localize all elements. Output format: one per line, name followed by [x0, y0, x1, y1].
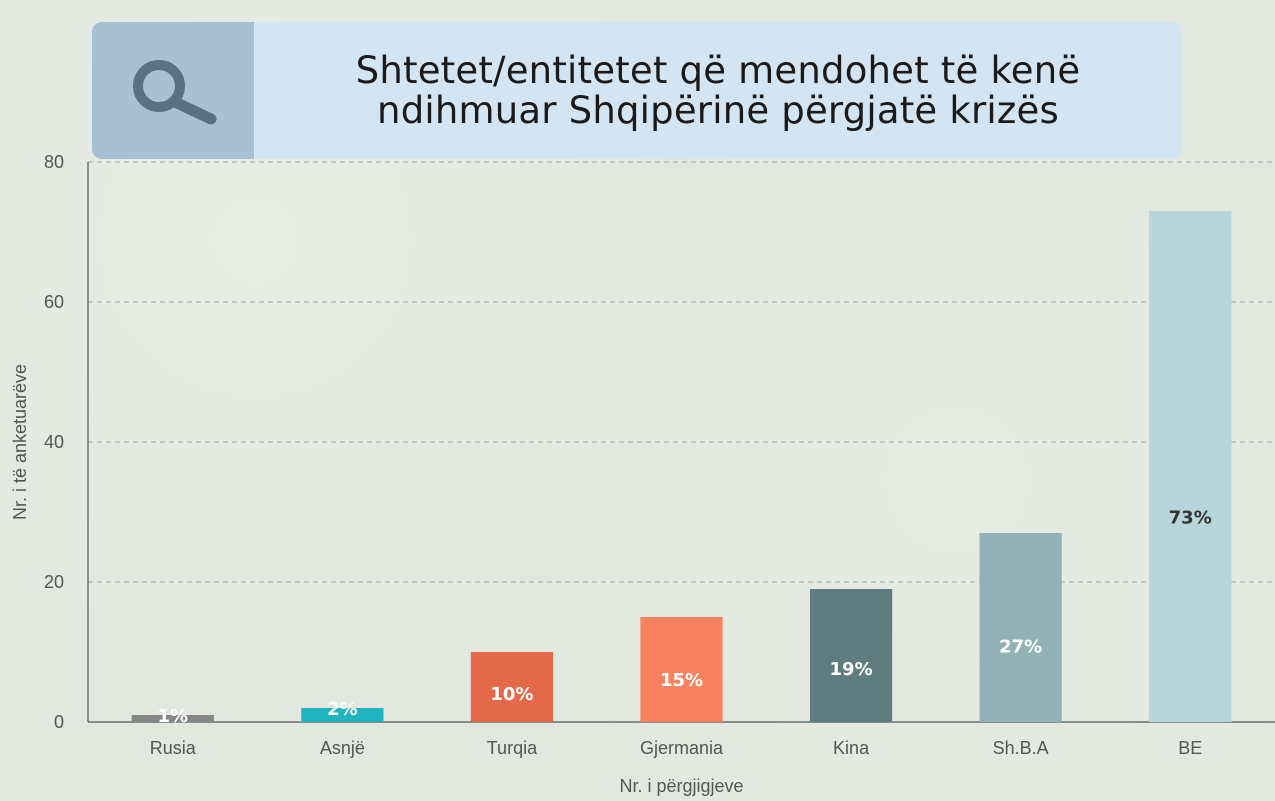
title-icon-panel [92, 22, 254, 159]
bar-data-label: 2% [327, 699, 358, 720]
bar-data-label: 10% [490, 684, 533, 705]
bar-data-label: 19% [830, 659, 873, 680]
page-title: Shtetet/entitetet që mendohet të kenë nd… [355, 48, 1081, 132]
bar-turqia [470, 652, 554, 722]
y-axis-title: Nr. i të anketuarëve [10, 364, 30, 520]
x-tick-label: Sh.B.A [993, 738, 1049, 758]
x-tick-label: Rusia [150, 738, 197, 758]
bar-rusia [131, 715, 214, 722]
bar-be [1149, 211, 1232, 722]
x-tick-label: BE [1178, 738, 1202, 758]
y-tick-label: 80 [44, 152, 64, 172]
x-tick-label: Gjermania [640, 738, 724, 758]
bar-data-label: 27% [999, 636, 1042, 657]
bar-sh-b-a [979, 533, 1062, 722]
bar-data-label: 15% [660, 670, 703, 691]
x-tick-label: Turqia [487, 738, 538, 758]
y-tick-label: 0 [54, 712, 64, 732]
x-axis-title: Nr. i përgjigjeve [619, 776, 743, 796]
y-tick-label: 20 [44, 572, 64, 592]
y-tick-label: 60 [44, 292, 64, 312]
x-tick-label: Kina [833, 738, 870, 758]
label-layer: Rusia 1% Asnjë 2% Turqia 10% Gjermania 15% Kina 1… [150, 508, 1212, 758]
bar-asnjë [301, 708, 384, 722]
search-icon [133, 59, 217, 124]
title-line-2: ndihmuar Shqipërinë përgjatë krizës [377, 88, 1059, 132]
bar-kina [809, 589, 893, 722]
bar-gjermania [640, 617, 723, 722]
title-text-wrap: Shtetet/entitetet që mendohet të kenë nd… [254, 22, 1182, 159]
bar-layer [131, 211, 1232, 722]
x-tick-label: Asnjë [320, 738, 365, 758]
chart-title-banner: Shtetet/entitetet që mendohet të kenë nd… [92, 22, 1182, 159]
bar-data-label: 73% [1169, 508, 1212, 529]
title-line-1: Shtetet/entitetet që mendohet të kenë [355, 48, 1081, 92]
y-tick-label: 40 [44, 432, 64, 452]
grid-layer [88, 161, 1275, 583]
bar-data-label: 1% [158, 706, 189, 727]
